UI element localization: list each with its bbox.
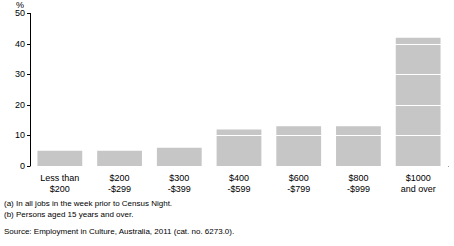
svg-text:20: 20 — [15, 100, 25, 110]
svg-text:$300: $300 — [169, 173, 189, 183]
svg-text:$200: $200 — [50, 184, 70, 194]
svg-text:50: 50 — [15, 8, 25, 18]
svg-text:-$599: -$599 — [227, 184, 250, 194]
svg-text:and over: and over — [401, 184, 436, 194]
svg-text:Less than: Less than — [40, 173, 79, 183]
svg-text:$600: $600 — [289, 173, 309, 183]
svg-text:-$299: -$299 — [108, 184, 131, 194]
svg-text:10: 10 — [15, 130, 25, 140]
svg-text:$800: $800 — [348, 173, 368, 183]
svg-text:$1000: $1000 — [406, 173, 431, 183]
svg-text:-$999: -$999 — [347, 184, 370, 194]
svg-text:$400: $400 — [229, 173, 249, 183]
svg-text:Source: Employment in Culture,: Source: Employment in Culture, Australia… — [4, 227, 234, 236]
svg-text:(a) In all jobs in the week pr: (a) In all jobs in the week prior to Cen… — [4, 199, 172, 208]
svg-text:40: 40 — [15, 39, 25, 49]
svg-text:-$399: -$399 — [168, 184, 191, 194]
svg-text:30: 30 — [15, 69, 25, 79]
svg-text:-$799: -$799 — [287, 184, 310, 194]
svg-text:$200: $200 — [110, 173, 130, 183]
svg-text:(b) Persons aged 15 years and: (b) Persons aged 15 years and over. — [4, 210, 133, 219]
svg-text:0: 0 — [20, 161, 25, 171]
